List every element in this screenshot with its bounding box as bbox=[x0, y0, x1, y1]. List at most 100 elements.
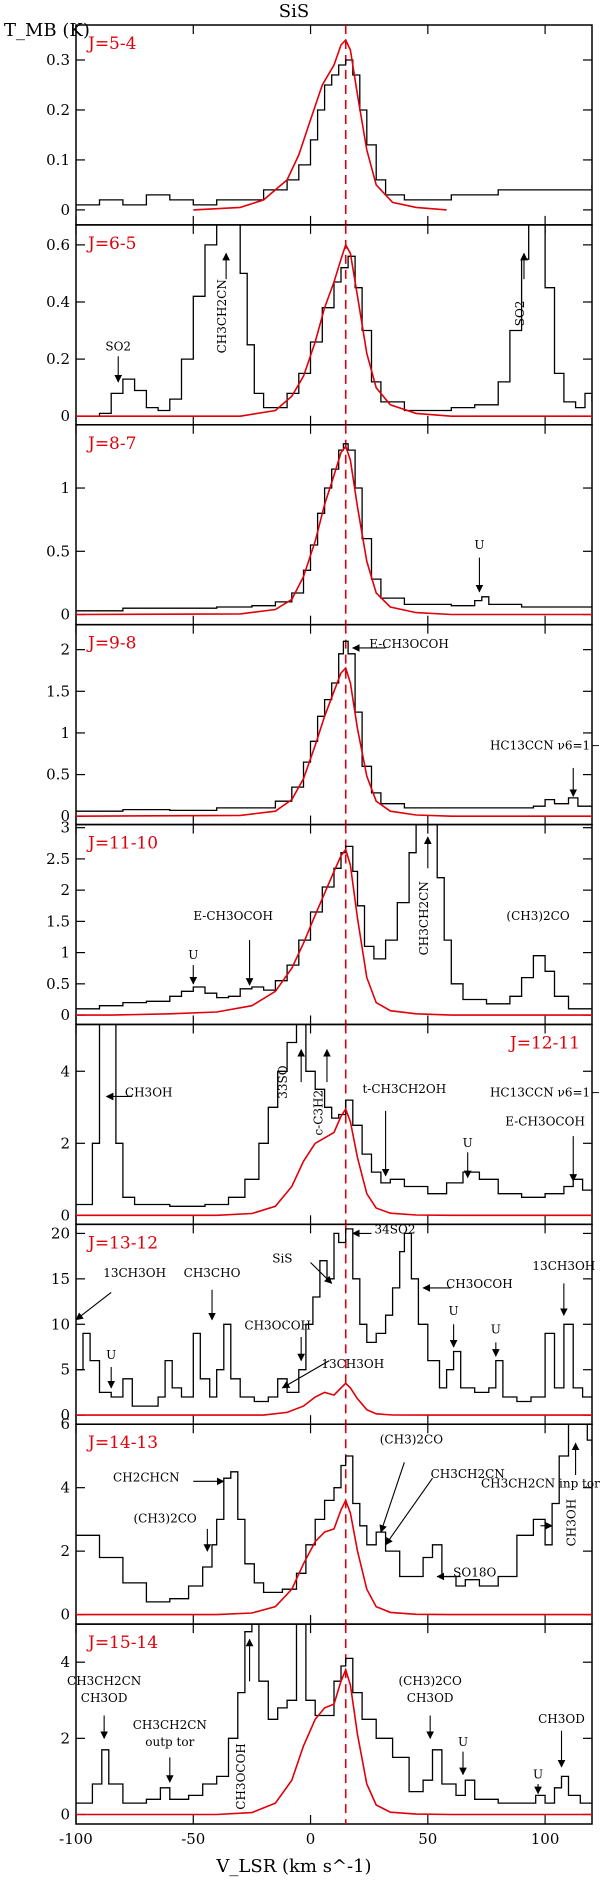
line-annotation: U bbox=[449, 1304, 459, 1318]
panel-frame bbox=[75, 623, 593, 826]
line-annotation: 34SO2 bbox=[374, 1222, 415, 1236]
y-tick-label: 0.5 bbox=[46, 766, 70, 784]
line-annotation: (CH3)2CO bbox=[399, 1674, 462, 1688]
line-annotation: E-CH3OCOH bbox=[369, 637, 449, 651]
line-annotation: U bbox=[474, 538, 484, 552]
x-tick-label: 0 bbox=[306, 1830, 316, 1848]
annotation-arrow bbox=[75, 1292, 112, 1321]
y-tick-label: 0 bbox=[60, 1406, 70, 1424]
y-tick-label: 3 bbox=[60, 819, 70, 837]
observed-spectrum bbox=[76, 443, 592, 612]
panel-5: 0 0.5 1 1.5 2 2.5 3 J=11-10 U E-CH3OCOH CH3CH2CN (C… bbox=[46, 819, 593, 1026]
y-tick-label: 2 bbox=[60, 881, 70, 899]
y-tick-label: 0.4 bbox=[46, 293, 70, 311]
line-annotation: CH3OCOH bbox=[446, 1277, 513, 1291]
line-annotation: E-CH3OCOH bbox=[193, 909, 273, 923]
observed-spectrum bbox=[76, 59, 592, 206]
y-axis-title: T_MB (K) bbox=[4, 20, 90, 41]
observed-spectrum bbox=[76, 1228, 592, 1407]
panel-label: J=8-7 bbox=[86, 434, 136, 454]
panel-label: J=14-13 bbox=[86, 1433, 158, 1453]
line-annotation: U bbox=[188, 948, 198, 962]
y-tick-label: 2 bbox=[60, 641, 70, 659]
model-spectrum bbox=[76, 666, 592, 817]
y-tick-label: 2 bbox=[60, 1729, 70, 1747]
line-annotation: SO2 bbox=[105, 340, 131, 354]
line-annotation: CH3CH2CN bbox=[67, 1674, 141, 1688]
y-tick-label: 10 bbox=[51, 1315, 70, 1333]
line-annotation: (CH3)2CO bbox=[133, 1512, 196, 1526]
panels-group: 0 0.1 0.2 0.3 J=5-4 0 0.2 0.4 0.6 J=6-5 SO2 CH3CH2C… bbox=[46, 24, 600, 1848]
y-tick-label: 4 bbox=[60, 1479, 70, 1497]
x-tick-label: -50 bbox=[181, 1830, 205, 1848]
model-spectrum bbox=[76, 1382, 592, 1416]
panel-label: J=12-11 bbox=[508, 1033, 580, 1053]
y-tick-label: 1 bbox=[60, 944, 70, 962]
y-tick-label: 4 bbox=[60, 1062, 70, 1080]
line-annotation: CH3CH2CN bbox=[417, 881, 431, 955]
model-spectrum bbox=[76, 1107, 592, 1217]
panel-label: J=9-8 bbox=[86, 634, 136, 654]
y-tick-label: 0 bbox=[60, 407, 70, 425]
y-tick-label: 0 bbox=[60, 807, 70, 825]
model-spectrum bbox=[76, 444, 592, 616]
panel-7: 0 5 10 15 20 J=13-12 13CH3OH U CH3CHO CH3OCOH SiS 3… bbox=[51, 1222, 595, 1425]
line-annotation: SO2 bbox=[513, 301, 527, 327]
y-tick-label: 0.2 bbox=[46, 350, 70, 368]
line-annotation: CH3OD bbox=[81, 1691, 128, 1705]
y-tick-label: 0.5 bbox=[46, 975, 70, 993]
y-tick-label: 2.5 bbox=[46, 850, 70, 868]
x-tick-label: 100 bbox=[531, 1830, 560, 1848]
line-annotation: HC13CCN ν6=1− bbox=[490, 739, 600, 753]
panel-label: J=11-10 bbox=[86, 834, 158, 854]
model-spectrum bbox=[76, 1498, 592, 1616]
y-tick-label: 0.1 bbox=[46, 151, 70, 169]
line-annotation: CH3OH bbox=[565, 1499, 579, 1547]
panel-frame bbox=[75, 424, 593, 626]
y-tick-label: 20 bbox=[51, 1224, 70, 1242]
x-tick-label: 50 bbox=[418, 1830, 437, 1848]
line-annotation: CH3CH2CN inp tor bbox=[481, 1477, 600, 1491]
line-annotation: CH3OCOH bbox=[234, 1743, 248, 1810]
line-annotation: c-C3H2 bbox=[311, 1090, 325, 1136]
y-tick-label: 5 bbox=[60, 1361, 70, 1379]
line-annotation: HC13CCN ν6=1− bbox=[490, 1085, 600, 1099]
line-annotation: CH3CH2CN bbox=[215, 279, 229, 353]
observed-spectrum bbox=[76, 1624, 592, 1804]
line-annotation: SiS bbox=[272, 1251, 292, 1265]
y-tick-label: 0 bbox=[60, 1206, 70, 1224]
annotation-arrow bbox=[281, 1360, 330, 1389]
line-annotation: CH3OCOH bbox=[244, 1319, 311, 1333]
model-spectrum bbox=[193, 38, 447, 211]
line-annotation: t-CH3CH2OH bbox=[362, 1082, 446, 1096]
observed-spectrum bbox=[76, 1024, 592, 1207]
line-annotation: U bbox=[463, 1136, 473, 1150]
line-annotation: CH3OH bbox=[125, 1085, 173, 1099]
line-annotation: E-CH3OCOH bbox=[505, 1114, 585, 1128]
y-tick-label: 0.3 bbox=[46, 51, 70, 69]
observed-spectrum bbox=[76, 1424, 592, 1603]
y-tick-label: 0.5 bbox=[46, 542, 70, 560]
line-annotation: outp tor bbox=[145, 1735, 194, 1749]
line-annotation: CH3CHO bbox=[184, 1266, 241, 1280]
y-tick-label: 0 bbox=[60, 201, 70, 219]
line-annotation: U bbox=[458, 1735, 468, 1749]
line-annotation: 13CH3OH bbox=[532, 1259, 595, 1273]
line-annotation: 33SO bbox=[276, 1065, 290, 1098]
annotation-arrow bbox=[379, 1462, 405, 1533]
observed-spectrum bbox=[76, 640, 592, 812]
y-tick-label: 0 bbox=[60, 1805, 70, 1823]
panel-frame bbox=[75, 823, 593, 1026]
x-tick-label: -100 bbox=[59, 1830, 93, 1848]
line-annotation: CH3CH2CN bbox=[431, 1467, 505, 1481]
y-tick-label: 1.5 bbox=[46, 682, 70, 700]
model-spectrum bbox=[76, 847, 592, 1016]
line-annotation: SO18O bbox=[453, 1566, 496, 1580]
panel-frame bbox=[75, 1623, 593, 1825]
panel-2: 0 0.2 0.4 0.6 J=6-5 SO2 CH3CH2CN SO2 bbox=[46, 224, 593, 426]
panel-3: 0 0.5 1 J=8-7 U bbox=[46, 424, 593, 626]
y-tick-label: 2 bbox=[60, 1542, 70, 1560]
panel-label: J=5-4 bbox=[86, 34, 136, 54]
